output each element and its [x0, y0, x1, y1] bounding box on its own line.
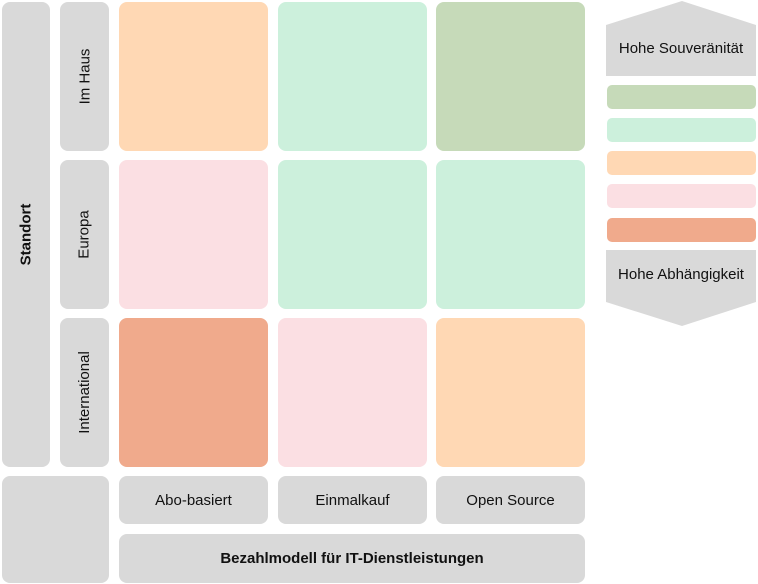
legend-bottom-label: Hohe Abhängigkeit: [618, 266, 744, 283]
row-label-international: International: [60, 318, 109, 467]
row-label-im-haus: Im Haus: [60, 2, 109, 151]
bezahlmodell-label: Bezahlmodell für IT-Dienstleistungen: [220, 550, 484, 567]
legend-swatch-green: [607, 85, 756, 109]
matrix-cell-salmon: [119, 318, 268, 467]
legend-swatch-peach: [607, 151, 756, 175]
arrow-down-shape: [606, 250, 756, 326]
col-label-abo: Abo-basiert: [119, 476, 268, 524]
matrix-cell-pink: [278, 318, 427, 467]
legend-swatch-mint: [607, 118, 756, 142]
matrix-cell-green: [436, 2, 585, 151]
corner-block: [2, 476, 109, 583]
matrix-cell-mint: [278, 160, 427, 309]
legend-swatch-salmon: [607, 218, 756, 242]
legend-swatch-pink: [607, 184, 756, 208]
row-label-europa: Europa: [60, 160, 109, 309]
col-label-text: Einmalkauf: [315, 491, 390, 509]
matrix-cell-mint: [278, 2, 427, 151]
col-label-text: Abo-basiert: [155, 491, 232, 509]
axis-title-standort: Standort: [2, 2, 50, 467]
col-label-open-source: Open Source: [436, 476, 585, 524]
legend-top-label: Hohe Souveränität: [618, 40, 744, 57]
axis-title-bezahlmodell: Bezahlmodell für IT-Dienstleistungen: [119, 534, 585, 583]
arrow-up-shape: [606, 1, 756, 76]
col-label-text: Open Source: [466, 491, 555, 509]
matrix-cell-peach: [119, 2, 268, 151]
matrix-cell-mint: [436, 160, 585, 309]
matrix-cell-peach: [436, 318, 585, 467]
col-label-einmalkauf: Einmalkauf: [278, 476, 427, 524]
matrix-cell-pink: [119, 160, 268, 309]
